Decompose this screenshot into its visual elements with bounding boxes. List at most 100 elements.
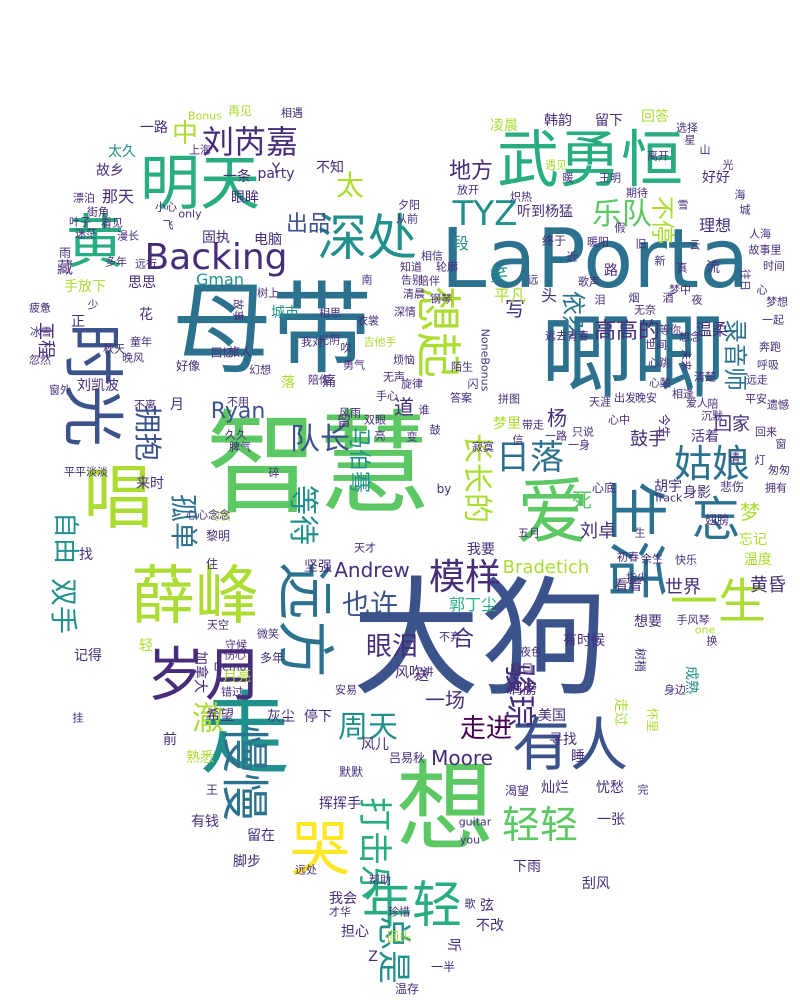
word-cloud-word: 身边: [664, 683, 686, 697]
word-cloud-word: 灿烂: [541, 780, 569, 796]
word-cloud-word: 往日: [738, 269, 752, 291]
word-cloud-word: 初春: [617, 550, 639, 564]
word-cloud-word: 深处: [317, 209, 417, 267]
word-cloud-word: 城市: [271, 305, 299, 321]
word-cloud-word: 灰尘: [267, 709, 295, 725]
word-cloud-word: 好好: [702, 170, 730, 186]
word-cloud-word: 心心念念: [186, 508, 230, 522]
word-cloud-word: 流: [706, 260, 720, 276]
word-cloud-word: Backing: [144, 237, 288, 278]
word-cloud-word: 好像: [175, 359, 201, 373]
word-cloud-word: 来时: [136, 476, 164, 492]
word-cloud-word: 思思: [128, 275, 156, 291]
word-cloud-word: 出发: [614, 391, 636, 405]
word-cloud-word: 故事里: [748, 243, 782, 257]
word-cloud-word: 人海: [749, 227, 771, 241]
word-cloud-word: 一半: [430, 960, 456, 974]
word-cloud-word: 灯: [754, 453, 766, 467]
word-cloud-word: 不停: [648, 196, 676, 244]
word-cloud-word: 痛: [322, 374, 336, 390]
word-cloud-word: 自由: [50, 511, 80, 565]
word-cloud-word: Demo: [213, 660, 247, 674]
word-cloud-word: 挂: [72, 711, 84, 725]
word-cloud-word: Moore: [431, 746, 493, 770]
word-cloud-word: 刮风: [582, 876, 610, 892]
word-cloud-word: 疲惫: [29, 301, 51, 315]
word-cloud-word: 帮助: [369, 873, 391, 887]
word-cloud-word: 真: [676, 261, 688, 275]
word-cloud-word: 留: [337, 414, 351, 430]
word-cloud-word: 一条: [223, 169, 251, 185]
word-cloud-word: 轻轻: [501, 803, 579, 847]
word-cloud-word: 留下: [595, 113, 623, 129]
word-cloud-word: 加拿大: [192, 651, 208, 693]
word-cloud-word: 拥抱: [131, 404, 164, 462]
word-cloud-word: 相逢: [672, 387, 694, 401]
word-cloud-word: 遇见: [545, 158, 567, 172]
word-cloud-word: 不知: [316, 160, 344, 176]
word-cloud-word: 马伯骞: [346, 426, 371, 494]
word-cloud-word: 天空: [207, 618, 229, 632]
word-cloud-word: 眼眸: [231, 190, 259, 206]
word-cloud-word: 小心: [155, 200, 177, 214]
word-cloud-word: 旋律: [401, 377, 423, 391]
word-cloud-word: 勇气: [343, 358, 365, 372]
word-cloud-word: 也许: [341, 588, 399, 621]
word-cloud-word: 世界: [665, 577, 701, 598]
word-cloud-word: 成熟: [683, 666, 699, 694]
word-cloud-word: 相思: [319, 306, 341, 320]
word-cloud-word: 炽热: [510, 190, 532, 204]
word-cloud-word: Ryan: [210, 399, 266, 424]
word-cloud-word: 前: [163, 732, 177, 748]
word-cloud-word: 雪: [677, 198, 689, 212]
word-cloud-word: 乐队: [592, 197, 652, 232]
word-cloud-word: 故事: [231, 299, 245, 321]
word-cloud-word: 郭丁尘: [448, 595, 498, 614]
word-cloud-word: 远: [527, 273, 539, 287]
word-cloud-word: 回答: [641, 109, 669, 125]
word-cloud-word: 担心: [341, 924, 369, 940]
word-cloud-word: 梦想: [766, 295, 788, 309]
word-cloud-word: 头: [540, 286, 558, 305]
word-cloud-word: 烦恼: [393, 353, 415, 367]
word-cloud-word: 今生: [657, 413, 671, 439]
word-cloud-word: 风雨: [339, 406, 361, 420]
word-cloud-word: 信: [512, 433, 524, 447]
word-cloud-word: 王明: [599, 171, 621, 185]
word-cloud-word: 心跳: [648, 356, 670, 370]
word-cloud-word: Track: [653, 491, 683, 505]
word-cloud-word: 心酸: [649, 376, 671, 390]
word-cloud-word: 不用: [227, 395, 249, 409]
word-cloud-word: 夜: [691, 293, 703, 307]
word-cloud-word: 鼓: [429, 423, 441, 437]
word-cloud-word: 那天: [101, 187, 135, 206]
word-cloud-word: 多年: [105, 255, 127, 269]
word-cloud-word: 星: [684, 133, 696, 147]
word-cloud-word: 指尖: [626, 571, 648, 585]
word-cloud-word: 一场: [425, 688, 465, 712]
word-cloud-word: 光阴: [318, 333, 340, 347]
word-cloud-word: 温存: [394, 982, 420, 996]
word-cloud-word: 熟悉: [186, 750, 214, 766]
word-cloud-word: 夕阳: [398, 198, 420, 212]
word-cloud-word: 带走: [522, 418, 544, 432]
word-cloud-word: 刘凯波: [77, 378, 119, 394]
word-cloud-word: 回忆: [211, 346, 233, 360]
word-cloud-word: 写: [505, 297, 525, 321]
word-cloud-word: 相遇: [281, 106, 303, 120]
word-cloud-word: 不弃: [439, 630, 461, 644]
word-cloud-word: 脚步: [233, 854, 261, 870]
word-cloud-word: 再见: [227, 104, 253, 118]
word-cloud-word: 远处: [295, 863, 317, 877]
word-cloud-word: 唱: [83, 457, 153, 539]
word-cloud-word: 伤心: [224, 648, 246, 662]
word-cloud-word: 未来: [679, 349, 693, 371]
word-cloud-word: 刘芮嘉: [201, 123, 299, 161]
word-cloud-word: 远行: [135, 257, 157, 271]
word-cloud-word: 送: [415, 668, 429, 684]
word-cloud-word: 海: [734, 188, 746, 202]
word-cloud-word: Z: [368, 949, 378, 965]
word-cloud-word: 呼吸: [757, 358, 779, 372]
word-cloud-word: 住: [205, 557, 219, 571]
word-cloud-word: 爱: [516, 470, 590, 554]
